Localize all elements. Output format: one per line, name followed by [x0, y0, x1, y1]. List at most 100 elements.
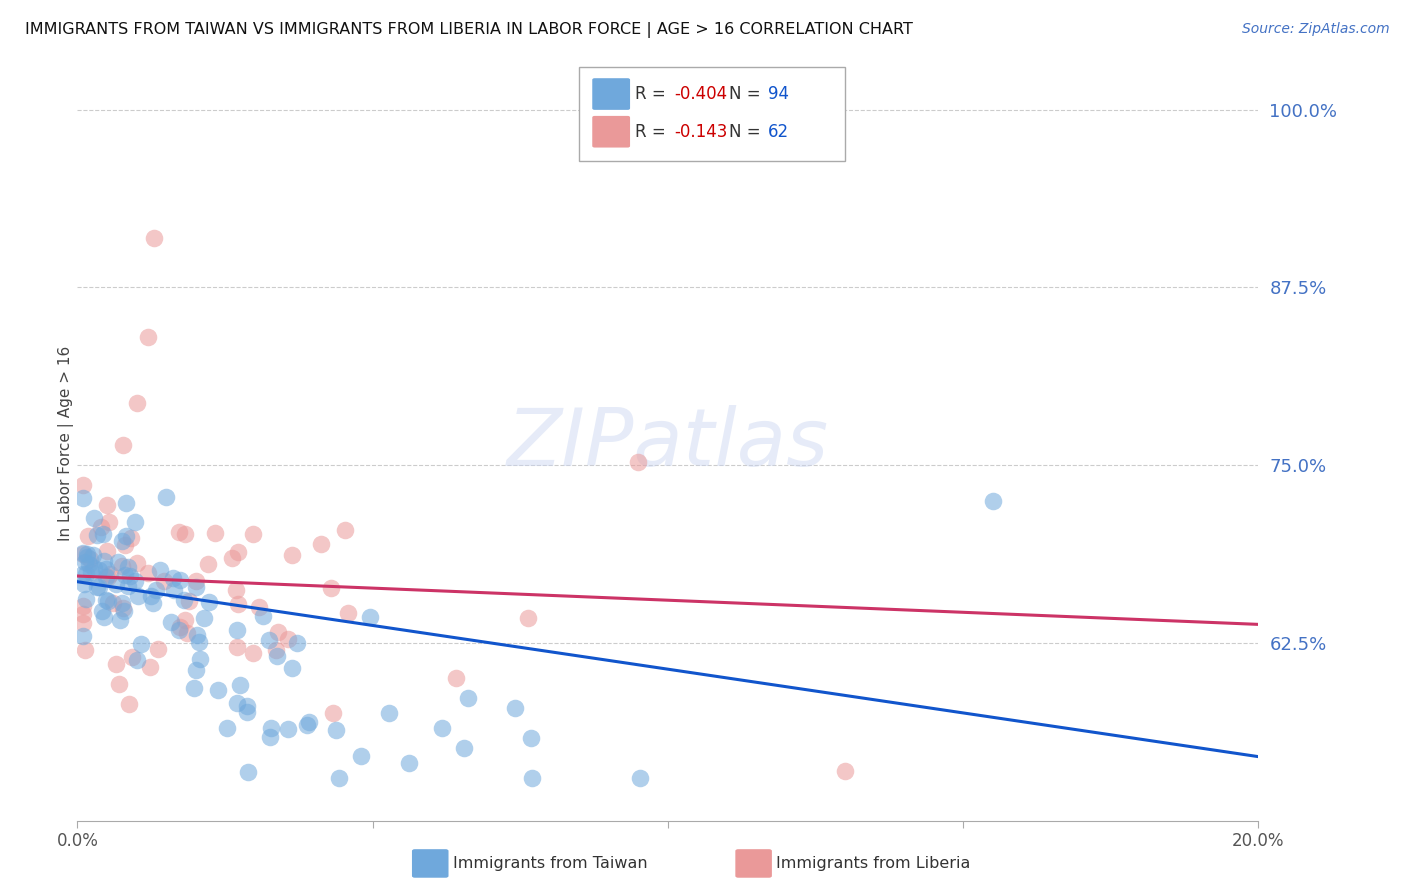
- Point: [457, 690, 479, 705]
- Point: [72, 547, 94, 561]
- Point: [184, 574, 207, 588]
- Text: 62: 62: [768, 123, 789, 141]
- Point: [79, 552, 101, 566]
- Point: [173, 592, 195, 607]
- Point: [176, 626, 198, 640]
- Point: [517, 610, 540, 624]
- Point: [225, 583, 247, 598]
- Point: [398, 756, 420, 770]
- Point: [114, 568, 136, 582]
- Text: 94: 94: [768, 85, 789, 103]
- Point: [193, 611, 215, 625]
- Point: [226, 598, 249, 612]
- Point: [226, 624, 249, 638]
- Point: [86, 528, 108, 542]
- Point: [79, 557, 101, 571]
- Point: [184, 663, 207, 677]
- Point: [136, 330, 159, 344]
- Point: [72, 477, 94, 491]
- Point: [228, 678, 250, 692]
- Point: [124, 574, 146, 588]
- Point: [169, 574, 191, 588]
- Point: [107, 555, 129, 569]
- Point: [94, 562, 117, 576]
- Point: [259, 730, 281, 744]
- Point: [75, 555, 97, 569]
- Point: [89, 580, 111, 594]
- Point: [146, 641, 169, 656]
- Point: [72, 607, 94, 622]
- Point: [86, 580, 108, 594]
- Point: [97, 569, 120, 583]
- Point: [97, 594, 120, 608]
- Point: [198, 595, 221, 609]
- Point: [221, 551, 243, 566]
- FancyBboxPatch shape: [592, 78, 630, 110]
- Point: [142, 596, 165, 610]
- Point: [319, 581, 342, 595]
- Point: [143, 230, 166, 244]
- Point: [226, 544, 249, 558]
- Point: [295, 718, 318, 732]
- Point: [177, 594, 200, 608]
- Point: [114, 495, 136, 509]
- Point: [93, 554, 115, 568]
- Point: [127, 589, 149, 603]
- Text: Immigrants from Liberia: Immigrants from Liberia: [776, 856, 970, 871]
- Point: [72, 629, 94, 643]
- Point: [242, 646, 264, 660]
- Point: [111, 596, 134, 610]
- Text: R =: R =: [634, 85, 671, 103]
- Point: [125, 396, 148, 410]
- Text: ZIPatlas: ZIPatlas: [506, 405, 830, 483]
- Point: [981, 493, 1004, 508]
- Point: [186, 628, 208, 642]
- Point: [139, 590, 162, 604]
- Point: [266, 648, 288, 663]
- Point: [160, 615, 183, 630]
- Point: [125, 556, 148, 570]
- Point: [72, 566, 94, 581]
- Text: -0.404: -0.404: [673, 85, 727, 103]
- Point: [115, 528, 138, 542]
- Point: [120, 531, 142, 545]
- Point: [101, 596, 124, 610]
- Point: [121, 649, 143, 664]
- Point: [79, 566, 101, 580]
- Point: [163, 582, 186, 597]
- Point: [112, 438, 135, 452]
- Point: [430, 721, 453, 735]
- Point: [520, 731, 543, 746]
- Point: [236, 699, 259, 714]
- Point: [96, 498, 118, 512]
- Point: [72, 491, 94, 505]
- Point: [350, 749, 373, 764]
- Text: -0.143: -0.143: [673, 123, 727, 141]
- Point: [184, 580, 207, 594]
- Point: [108, 613, 131, 627]
- Point: [139, 660, 162, 674]
- Point: [444, 671, 467, 685]
- Point: [197, 558, 219, 572]
- Point: [247, 600, 270, 615]
- Point: [162, 571, 184, 585]
- Point: [167, 524, 190, 539]
- Point: [118, 698, 141, 712]
- Point: [105, 577, 128, 591]
- Point: [169, 619, 191, 633]
- Point: [98, 515, 121, 529]
- Point: [281, 660, 304, 674]
- Point: [72, 615, 94, 630]
- Point: [83, 511, 105, 525]
- Point: [337, 606, 360, 620]
- Point: [225, 696, 247, 710]
- Point: [277, 723, 299, 737]
- Point: [82, 548, 104, 562]
- Point: [96, 570, 118, 584]
- Point: [117, 579, 139, 593]
- Point: [93, 527, 115, 541]
- Point: [325, 723, 347, 737]
- Point: [260, 722, 283, 736]
- Point: [149, 563, 172, 577]
- Point: [217, 722, 239, 736]
